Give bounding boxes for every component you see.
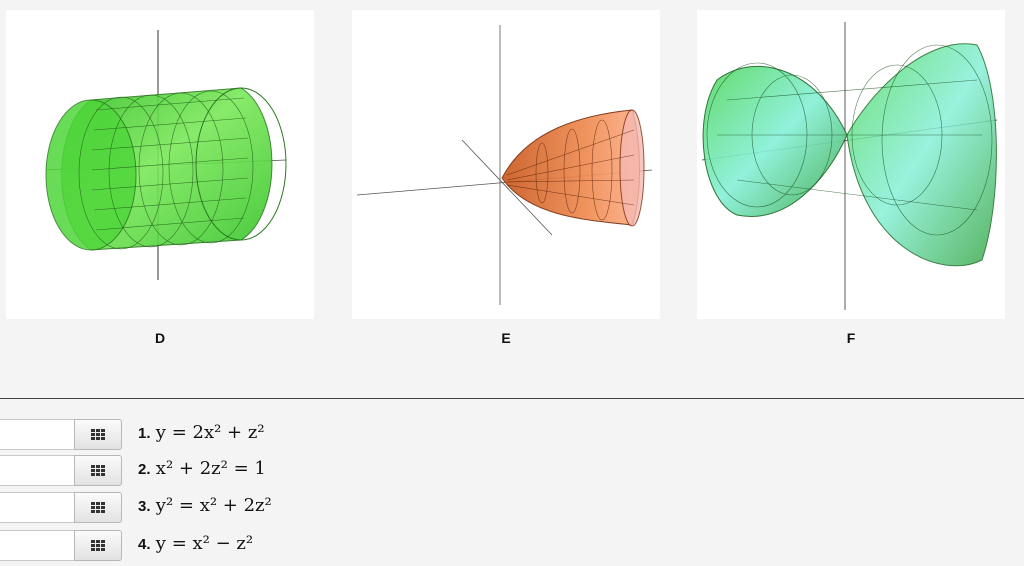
answer-input-2[interactable] [0,455,74,486]
plot-label-f: F [846,330,856,346]
plot-panel-d [6,10,314,319]
choice-button-1[interactable] [74,419,122,450]
equation-4: 4. y = x² − z² [138,533,254,554]
plot-panel-f [697,10,1005,319]
answer-row-1: 1. y = 2x² + z² [0,419,560,452]
surface-plot-d [45,30,287,280]
answer-row-3: 3. y² = x² + 2z² [0,492,560,525]
answer-row-2: 2. x² + 2z² = 1 [0,455,560,488]
equation-3: 3. y² = x² + 2z² [138,495,272,516]
choice-button-4[interactable] [74,530,122,561]
grid-icon [91,540,105,551]
section-divider [0,398,1024,399]
answer-input-4[interactable] [0,530,74,561]
grid-icon [91,502,105,513]
plot-label-e: E [501,330,511,346]
choice-button-2[interactable] [74,455,122,486]
equation-2: 2. x² + 2z² = 1 [138,458,266,479]
answer-row-4: 4. y = x² − z² [0,530,560,563]
choice-button-3[interactable] [74,492,122,523]
plot-label-d: D [154,330,166,346]
grid-icon [91,429,105,440]
surface-plot-e [356,25,653,305]
answer-input-3[interactable] [0,492,74,523]
answer-input-1[interactable] [0,419,74,450]
plot-panel-e [352,10,660,319]
equation-1: 1. y = 2x² + z² [138,422,265,443]
surface-plot-f [701,22,998,310]
grid-icon [91,465,105,476]
